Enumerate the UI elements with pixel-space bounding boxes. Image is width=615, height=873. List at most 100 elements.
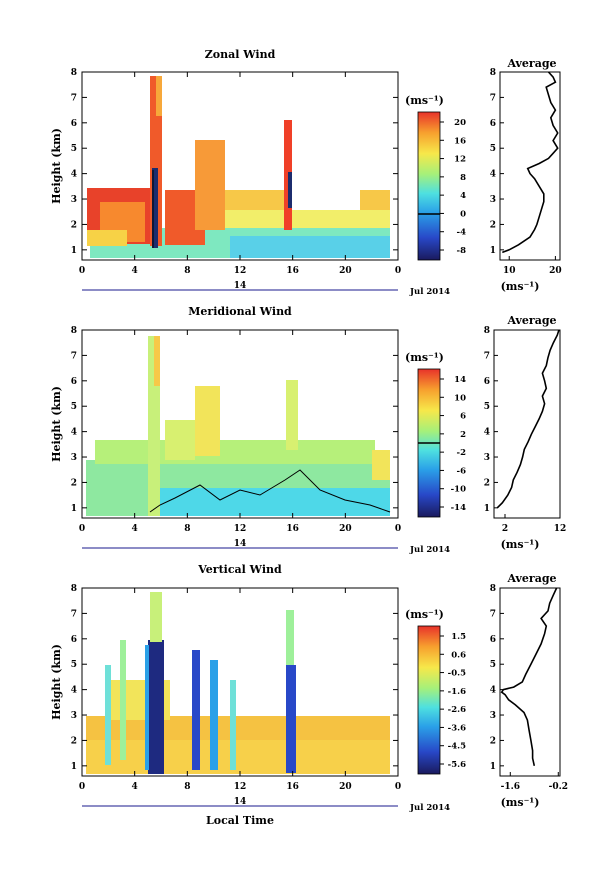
- colorbar-tick-label: -0.5: [448, 669, 466, 679]
- zonal-avg-x-ticks: 10 20: [503, 256, 562, 276]
- vertical-y-ticks: 1 2 3 4 5 6 7 8: [71, 584, 398, 772]
- colorbar-tick-label: -8: [457, 246, 467, 256]
- vertical-tower-1b: [120, 640, 126, 760]
- meridional-avg-y-ticks: 1 2 3 4 5 6 7 8: [484, 326, 498, 514]
- avg-y-tick-label: 4: [490, 686, 496, 696]
- meridional-avg-frame: [493, 329, 561, 519]
- x-tick-label: 0: [79, 266, 85, 276]
- colorbar-tick-label: 20: [454, 118, 466, 128]
- vertical-heatmap: [86, 592, 390, 774]
- y-tick-label: 8: [71, 326, 77, 336]
- avg-y-tick-label: 1: [490, 246, 496, 256]
- vertical-avg-xlabel: (ms⁻¹): [501, 796, 540, 809]
- vertical-tower-5: [230, 680, 236, 770]
- avg-y-tick-label: 6: [490, 119, 496, 129]
- y-tick-label: 4: [71, 428, 77, 438]
- y-tick-label: 5: [71, 144, 77, 154]
- avg-y-tick-label: 4: [484, 428, 490, 438]
- vertical-colorbar: [417, 625, 441, 775]
- zonal-tower-core: [152, 168, 158, 248]
- vertical-day-label: 14: [234, 797, 247, 807]
- zonal-avg-title: Average: [506, 57, 556, 70]
- x-tick-label: 0: [395, 782, 401, 792]
- vertical-xlabel: Local Time: [206, 814, 274, 827]
- zonal-date-label: Jul 2014: [409, 287, 450, 297]
- y-tick-label: 4: [71, 170, 77, 180]
- avg-y-tick-label: 2: [490, 220, 496, 230]
- y-tick-label: 2: [71, 478, 77, 488]
- zonal-tower-top: [156, 76, 162, 116]
- x-tick-label: 4: [132, 524, 138, 534]
- zonal-unit: (ms⁻¹): [405, 94, 444, 107]
- y-tick-label: 3: [71, 195, 77, 205]
- avg-y-tick-label: 6: [490, 635, 496, 645]
- avg-y-tick-label: 4: [490, 170, 496, 180]
- colorbar-tick-label: -6: [457, 466, 467, 476]
- vertical-avg-y-ticks: 1 2 3 4 5 6 7 8: [490, 584, 504, 772]
- x-tick-label: 8: [184, 524, 190, 534]
- y-tick-label: 1: [71, 762, 77, 772]
- x-tick-label: 20: [339, 782, 352, 792]
- vertical-title: Vertical Wind: [197, 563, 282, 576]
- avg-y-tick-label: 8: [490, 68, 496, 78]
- x-tick-label: 12: [234, 524, 247, 534]
- zonal-day-label: 14: [234, 281, 247, 291]
- colorbar-tick-label: 6: [460, 412, 466, 422]
- vertical-tower-1: [105, 665, 111, 765]
- colorbar-tick-label: 14: [454, 375, 466, 385]
- meridional-heatmap: [86, 336, 391, 516]
- vertical-avg-profile: [500, 587, 558, 766]
- colorbar-tick-label: -5.6: [448, 760, 466, 770]
- colorbar-tick-label: -4.5: [448, 742, 466, 752]
- zonal-x-ticks: 0 4 8 12 16 20 0: [79, 72, 401, 276]
- y-tick-label: 8: [71, 584, 77, 594]
- avg-y-tick-label: 3: [490, 711, 496, 721]
- meridional-x-ticks: 0 4 8 12 16 20 0: [79, 330, 401, 534]
- zonal-avg-profile: [502, 71, 559, 254]
- y-tick-label: 5: [71, 660, 77, 670]
- avg-x-tick-label: -0.2: [549, 782, 568, 792]
- y-tick-label: 6: [71, 377, 77, 387]
- meridional-avg-title: Average: [506, 314, 556, 327]
- meridional-colorbar-ticks: 14 10 6 2 -2 -6 -10 -14: [440, 375, 466, 513]
- meridional-day-label: 14: [234, 539, 247, 549]
- x-tick-label: 8: [184, 782, 190, 792]
- x-tick-label: 0: [395, 524, 401, 534]
- vertical-avg-title: Average: [506, 572, 556, 585]
- x-tick-label: 0: [395, 266, 401, 276]
- x-tick-label: 16: [286, 524, 299, 534]
- vertical-unit: (ms⁻¹): [405, 608, 444, 621]
- vertical-tower-18h-top: [286, 610, 294, 665]
- colorbar-tick-label: 12: [454, 155, 466, 165]
- avg-x-tick-label: 20: [549, 266, 562, 276]
- colorbar-tick-label: 10: [454, 393, 466, 403]
- avg-y-tick-label: 8: [484, 326, 490, 336]
- vertical-ylabel: Height (km): [50, 644, 63, 720]
- zonal-mid-2: [195, 140, 225, 230]
- colorbar-tick-label: -1.6: [448, 687, 466, 697]
- colorbar-tick-label: -14: [451, 503, 466, 513]
- zonal-field-low3: [200, 210, 390, 228]
- avg-y-tick-label: 2: [484, 478, 490, 488]
- meridional-title: Meridional Wind: [188, 305, 292, 318]
- zonal-colorbar: [417, 111, 441, 261]
- y-tick-label: 4: [71, 686, 77, 696]
- vertical-colorbar-ticks: 1.5 0.6 -0.5 -1.6 -2.6 -3.6 -4.5 -5.6: [440, 632, 466, 770]
- zonal-18h-core: [288, 172, 292, 208]
- avg-x-tick-label: 2: [502, 524, 508, 534]
- x-tick-label: 4: [132, 782, 138, 792]
- meridional-18h: [286, 380, 298, 450]
- meridional-unit: (ms⁻¹): [405, 351, 444, 364]
- x-tick-label: 12: [234, 266, 247, 276]
- x-tick-label: 16: [286, 782, 299, 792]
- meridional-avg-profile: [496, 329, 560, 509]
- colorbar-tick-label: 8: [460, 173, 466, 183]
- meridional-mid-1: [195, 386, 220, 456]
- x-tick-label: 4: [132, 266, 138, 276]
- meridional-ylabel: Height (km): [50, 386, 63, 462]
- meridional-tower-top: [154, 336, 160, 386]
- zonal-y-ticks: 1 2 3 4 5 6 7 8: [71, 68, 398, 256]
- zonal-right-top: [360, 190, 390, 210]
